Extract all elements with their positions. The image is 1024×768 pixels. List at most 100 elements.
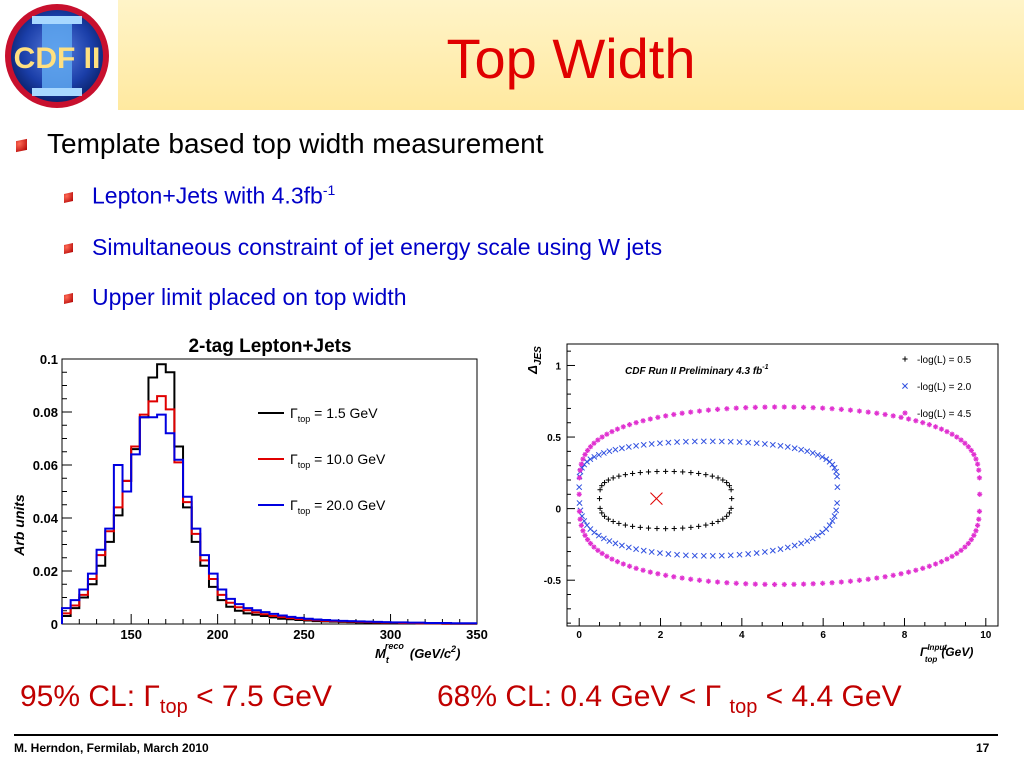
contour-point (829, 580, 835, 585)
contour-point (633, 442, 640, 449)
footer-divider (14, 734, 998, 736)
contour-point (976, 467, 982, 473)
contour-point (671, 574, 677, 579)
cont-xtick-label: 6 (820, 630, 826, 641)
contour-point (663, 573, 668, 578)
contour-point (857, 578, 862, 583)
cont-xlabel: ΓInput top(GeV) (920, 643, 973, 664)
contour-point (745, 439, 752, 446)
contour-point (697, 578, 702, 583)
contour-point (733, 405, 739, 411)
contour-point (890, 573, 896, 578)
contour-point (777, 442, 784, 449)
contour-point (577, 467, 583, 473)
contour-point (882, 574, 888, 579)
contour-point (606, 538, 613, 544)
hist-legend-label: Γtop = 1.5 GeV (290, 405, 378, 424)
contour-point (857, 408, 862, 414)
contour-point (819, 453, 826, 460)
contour-point (679, 410, 685, 416)
contour-point (655, 415, 661, 420)
footer-page-number: 17 (976, 741, 990, 755)
hist-ytick-label: 0.02 (33, 564, 58, 579)
cdf-logo: CDF II (5, 4, 109, 108)
width-template-histogram: 2-tag Lepton+Jets Arb units 150 200 250 300… (11, 336, 488, 665)
cont-xtick-label: 2 (658, 630, 664, 641)
contour-point (580, 456, 586, 462)
logo-text: CDF II (14, 42, 101, 75)
contour-point (798, 446, 805, 453)
hist-xtick-label: 200 (207, 627, 229, 642)
contour-point (898, 571, 904, 577)
contour-point (798, 540, 805, 547)
contour-point (949, 554, 955, 559)
contour-point (612, 540, 619, 547)
contour-point (920, 566, 925, 571)
contour-point (648, 440, 655, 447)
contour-point (706, 578, 711, 584)
contour-point (618, 542, 625, 549)
contour-point (625, 544, 632, 551)
contour-point (640, 441, 647, 448)
hist-ticks: 150 200 250 300 350 0 0.02 0.04 0.06 0.08 0.1 (33, 352, 488, 642)
sub-bullet-text: Lepton+Jets with 4.3fb (92, 182, 323, 209)
contour-point (954, 434, 960, 440)
contour-point (782, 404, 787, 410)
contour-point (939, 559, 944, 564)
contour-point (976, 516, 982, 522)
contour-point (579, 461, 584, 467)
cont-xtick-label: 4 (739, 630, 745, 641)
contour-point (814, 451, 821, 458)
hist-xtick-label: 250 (293, 627, 315, 642)
contour-point (975, 461, 980, 467)
contour-point (977, 492, 982, 497)
hist-ytick-label: 0.1 (40, 352, 58, 367)
contour-point (648, 569, 653, 575)
contour-point (810, 405, 816, 410)
contour-point (671, 412, 677, 417)
contour-point (791, 542, 798, 549)
contour-point (604, 431, 610, 437)
contour-point (927, 564, 932, 569)
contour-point (736, 551, 743, 558)
contour-point (973, 528, 979, 533)
contour-point (839, 579, 844, 585)
contour-point (588, 541, 593, 546)
cl95-text: 95% CL: Γ (20, 680, 160, 713)
contour-point (829, 406, 835, 411)
cont-ylabel: ΔJES (525, 346, 544, 375)
contour-point (691, 438, 698, 445)
contour-point (969, 537, 974, 542)
contour-point (962, 544, 968, 550)
contour-point (761, 440, 768, 447)
contour-point (588, 444, 593, 449)
contour-point (595, 451, 602, 458)
cont-legend-label: -log(L) = 0.5 (917, 355, 972, 366)
cl68-sub: top (729, 696, 758, 718)
bullet-marker-icon (64, 243, 73, 255)
contour-point (966, 541, 971, 546)
contour-point (902, 410, 908, 416)
cont-legend-marker (902, 383, 908, 389)
cont-xtick-label: 0 (576, 630, 582, 641)
contour-point (633, 546, 640, 553)
cont-ytick-label: 0 (555, 505, 561, 516)
contour-point (587, 526, 594, 532)
contour-point (727, 552, 734, 559)
contour-point (977, 509, 982, 514)
likelihood-contour-plot: ΔJES CDF Run II Preliminary 4.3 fb-1 0 2 4… (525, 343, 999, 664)
hist-title: 2-tag Lepton+Jets (188, 336, 351, 357)
contour-point (906, 569, 911, 575)
contour-point (791, 404, 797, 410)
cont-xtick-label: 10 (980, 630, 992, 641)
cl95-result: 95% CL: Γtop < 7.5 GeV (20, 680, 332, 719)
cont-legend-label: -log(L) = 4.5 (917, 409, 972, 420)
contour-point (633, 566, 639, 571)
contour-point (585, 537, 590, 542)
contour-point (831, 464, 838, 471)
contour-point (591, 529, 598, 536)
contour-point (627, 422, 632, 427)
contour-point (939, 426, 944, 432)
contour-point (973, 456, 979, 462)
contour-point (762, 404, 768, 410)
